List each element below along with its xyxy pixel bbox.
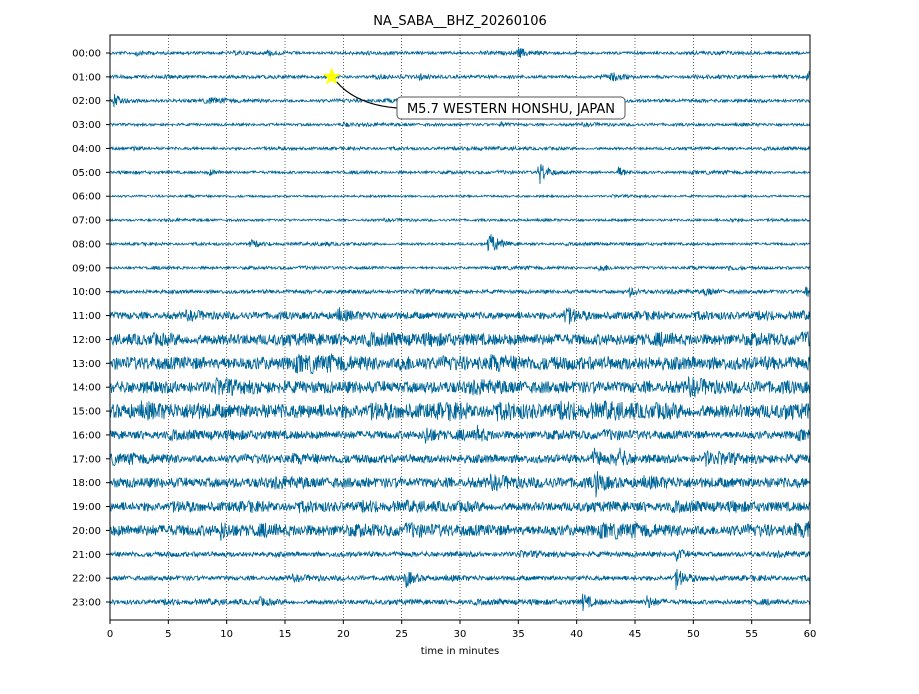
x-tick-label: 35: [512, 629, 525, 640]
seismic-trace: [109, 71, 811, 82]
y-tick-label: 05:00: [72, 168, 101, 179]
seismic-trace: [109, 331, 811, 348]
event-star-icon: [322, 67, 341, 85]
seismic-trace: [109, 549, 811, 562]
y-tick-label: 11:00: [72, 311, 101, 322]
seismic-trace: [109, 471, 811, 498]
y-tick-label: 16:00: [72, 430, 101, 441]
y-tick-label: 04:00: [72, 144, 101, 155]
seismic-trace: [109, 47, 811, 58]
y-tick-label: 12:00: [72, 335, 101, 346]
x-axis: 0 5 10 15 20 25 30 35 40 45 50 55 60: [107, 620, 817, 640]
x-axis-label: time in minutes: [421, 646, 500, 657]
traces: [109, 47, 811, 612]
x-tick-label: 60: [804, 629, 817, 640]
seismic-trace: [109, 307, 811, 325]
y-tick-label: 09:00: [72, 263, 101, 274]
y-tick-label: 13:00: [72, 359, 101, 370]
x-tick-label: 5: [165, 629, 171, 640]
x-tick-label: 25: [395, 629, 408, 640]
x-tick-label: 20: [337, 629, 350, 640]
y-tick-label: 01:00: [72, 72, 101, 83]
seismic-trace: [109, 353, 811, 375]
y-tick-label: 21:00: [72, 550, 101, 561]
seismic-trace: [109, 234, 811, 252]
y-tick-label: 19:00: [72, 502, 101, 513]
y-tick-label: 00:00: [72, 49, 101, 60]
seismic-trace: [109, 593, 811, 612]
x-tick-label: 0: [107, 629, 113, 640]
x-tick-label: 55: [745, 629, 758, 640]
seismic-trace: [109, 399, 811, 422]
seismic-trace: [110, 193, 811, 199]
x-tick-label: 15: [279, 629, 292, 640]
x-tick-label: 10: [220, 629, 233, 640]
seismic-trace: [109, 285, 811, 299]
y-tick-label: 22:00: [72, 574, 101, 585]
y-tick-label: 03:00: [72, 120, 101, 131]
y-axis: 00:00 01:00 02:00 03:00 04:00 05:00 06:00 07:00…: [72, 49, 110, 609]
y-tick-label: 14:00: [72, 383, 101, 394]
x-tick-label: 30: [454, 629, 467, 640]
annotation-text: M5.7 WESTERN HONSHU, JAPAN: [407, 102, 615, 117]
x-tick-label: 40: [570, 629, 583, 640]
y-tick-label: 17:00: [72, 454, 101, 465]
seismic-trace: [109, 499, 811, 514]
seismic-trace: [109, 568, 811, 591]
seismic-trace: [109, 217, 811, 224]
x-tick-label: 50: [687, 629, 700, 640]
seismic-trace: [109, 518, 811, 541]
seismic-trace: [109, 163, 811, 185]
y-tick-label: 02:00: [72, 96, 101, 107]
y-tick-label: 15:00: [72, 407, 101, 418]
x-tick-label: 45: [629, 629, 642, 640]
y-tick-label: 18:00: [72, 478, 101, 489]
seismic-trace: [109, 264, 811, 273]
event-annotation: M5.7 WESTERN HONSHU, JAPAN: [322, 67, 626, 120]
seismic-trace: [109, 145, 811, 152]
y-tick-label: 07:00: [72, 216, 101, 227]
annotation-connector: [336, 81, 398, 109]
seismic-trace: [109, 376, 811, 399]
y-tick-label: 23:00: [72, 598, 101, 609]
seismic-trace: [109, 424, 811, 444]
y-tick-label: 10:00: [72, 287, 101, 298]
seismic-trace: [110, 120, 811, 128]
seismic-trace: [109, 447, 811, 467]
y-tick-label: 20:00: [72, 526, 101, 537]
chart-title: NA_SABA__BHZ_20260106: [373, 14, 547, 29]
y-tick-label: 06:00: [72, 192, 101, 203]
annotation-box: [396, 96, 626, 120]
y-tick-label: 08:00: [72, 239, 101, 250]
